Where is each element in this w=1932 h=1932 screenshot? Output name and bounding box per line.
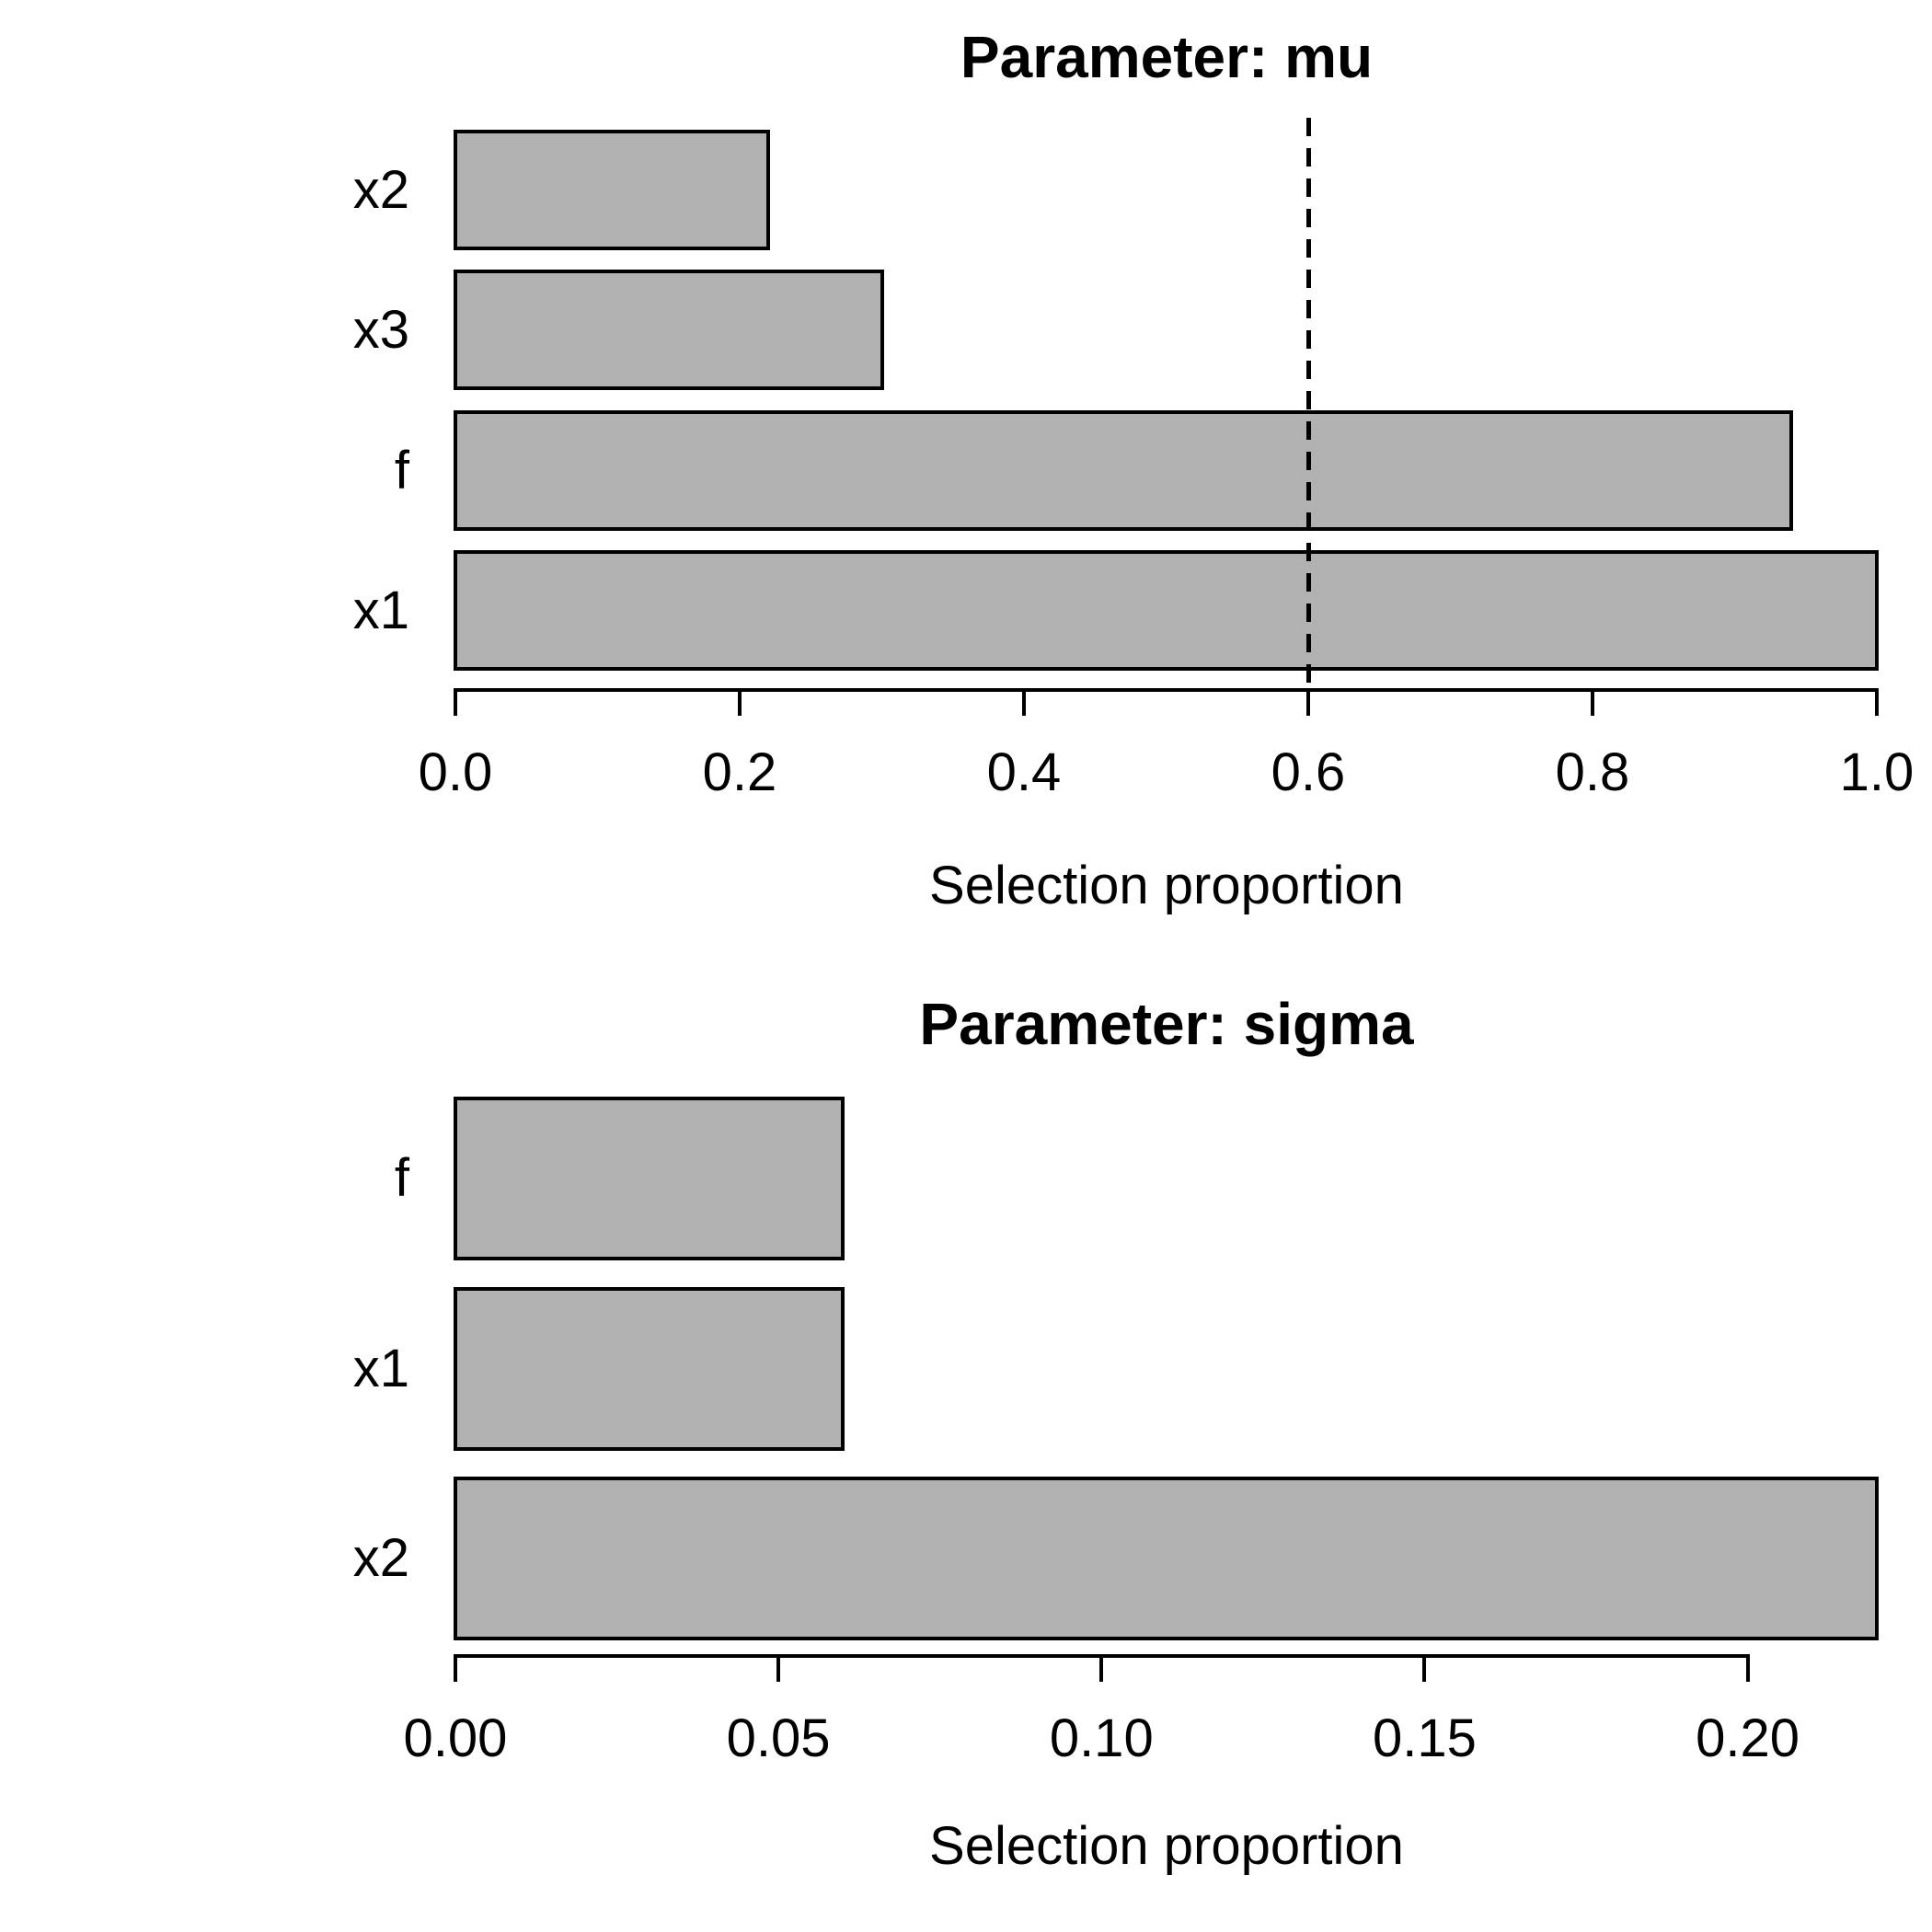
chart-sigma-xaxis-title: Selection proportion <box>929 1816 1404 1876</box>
x-tick-label: 0.10 <box>1049 1708 1154 1768</box>
chart-mu-xaxis-title: Selection proportion <box>929 856 1404 915</box>
chart-mu-title: Parameter: mu <box>960 24 1374 90</box>
x-axis-tick <box>1099 1656 1104 1682</box>
x-axis-tick <box>776 1656 781 1682</box>
x-axis-tick <box>1422 1656 1427 1682</box>
x-axis-tick <box>1875 690 1879 716</box>
x-tick-label: 0.05 <box>726 1708 831 1768</box>
x-tick-label: 0.00 <box>403 1708 508 1768</box>
x-axis-tick <box>1306 690 1310 716</box>
category-label-x1: x1 <box>352 581 409 640</box>
bar-f <box>454 1097 845 1260</box>
x-axis-tick <box>454 1656 457 1682</box>
category-label-x2: x2 <box>352 1528 409 1588</box>
x-tick-label: 0.0 <box>418 742 493 802</box>
bar-x1 <box>454 550 1879 671</box>
x-tick-label: 0.4 <box>986 742 1062 802</box>
x-tick-label: 0.15 <box>1372 1708 1477 1768</box>
category-label-x1: x1 <box>352 1339 409 1398</box>
category-label-f: f <box>394 1148 409 1208</box>
x-axis-tick <box>454 690 457 716</box>
x-tick-label: 1.0 <box>1839 742 1915 802</box>
x-tick-label: 0.6 <box>1271 742 1346 802</box>
x-tick-label: 0.2 <box>702 742 777 802</box>
bar-x1 <box>454 1287 845 1451</box>
x-axis-tick <box>1745 1656 1750 1682</box>
x-axis-line <box>454 688 1879 692</box>
x-axis-tick <box>1591 690 1594 716</box>
chart-sigma-title: Parameter: sigma <box>919 991 1414 1057</box>
x-axis-tick <box>1022 690 1026 716</box>
category-label-x3: x3 <box>352 300 409 360</box>
bar-x2 <box>454 130 770 250</box>
category-label-f: f <box>394 441 409 500</box>
reference-line <box>1305 118 1311 690</box>
category-label-x2: x2 <box>352 160 409 220</box>
x-tick-label: 0.20 <box>1696 1708 1800 1768</box>
bar-f <box>454 410 1794 531</box>
bar-x2 <box>454 1477 1879 1640</box>
x-axis-tick <box>738 690 742 716</box>
bar-x3 <box>454 270 884 390</box>
x-tick-label: 0.8 <box>1555 742 1630 802</box>
